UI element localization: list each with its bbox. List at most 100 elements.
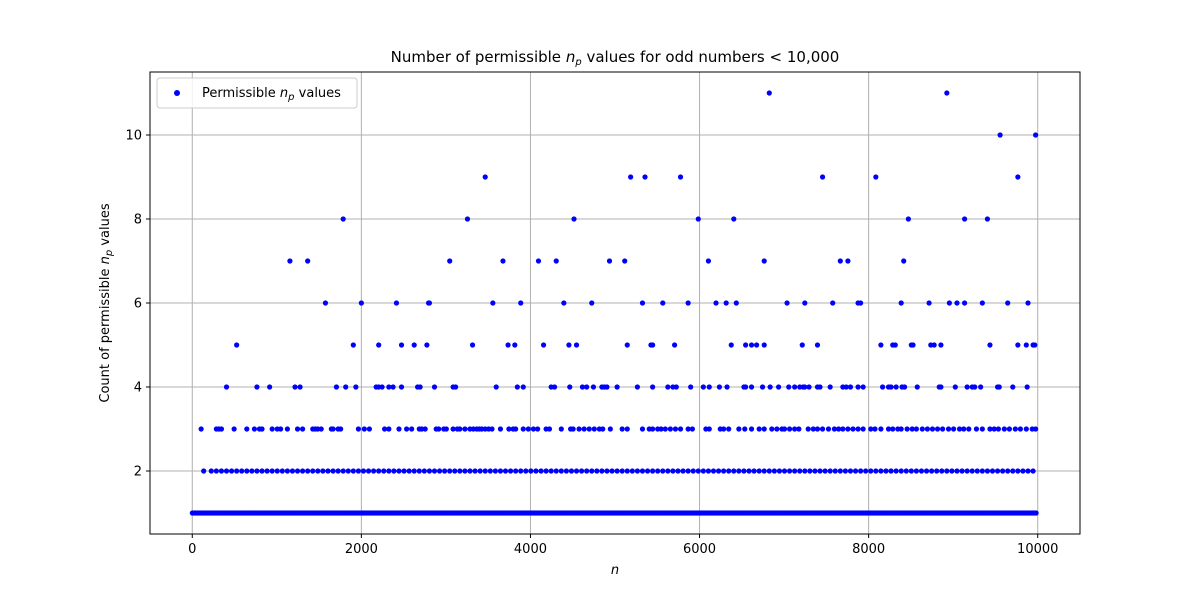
data-point — [1005, 468, 1011, 474]
data-point — [279, 468, 285, 474]
data-point — [855, 426, 861, 432]
data-point — [858, 468, 864, 474]
data-point — [736, 426, 742, 432]
chart-title-sub: p — [574, 57, 581, 68]
data-point — [1025, 300, 1031, 306]
data-point — [792, 384, 798, 390]
data-point — [264, 468, 270, 474]
data-point — [677, 174, 684, 180]
data-point — [837, 468, 843, 474]
data-point — [600, 426, 606, 432]
data-point — [497, 426, 504, 432]
legend: Permissible np values — [156, 77, 358, 109]
data-point — [873, 468, 879, 474]
data-point — [639, 468, 646, 474]
data-point — [667, 426, 673, 432]
data-point — [705, 468, 712, 474]
data-point — [391, 468, 397, 474]
data-point — [416, 468, 422, 474]
data-point — [949, 468, 955, 474]
data-point — [761, 258, 767, 264]
data-point — [685, 468, 691, 474]
data-point — [1020, 468, 1026, 474]
data-point — [259, 426, 265, 432]
data-point — [228, 468, 235, 474]
y-tick-label: 10 — [125, 129, 142, 144]
data-point — [934, 426, 941, 432]
data-point — [447, 468, 453, 474]
data-point — [218, 426, 225, 432]
data-point — [650, 384, 656, 390]
data-point — [706, 426, 712, 432]
data-point — [589, 300, 595, 306]
data-point — [961, 300, 968, 306]
data-point — [672, 426, 679, 432]
data-point — [938, 342, 944, 348]
data-point — [452, 468, 458, 474]
data-point — [604, 384, 610, 390]
data-point — [315, 468, 321, 474]
data-point — [589, 468, 595, 474]
data-point — [973, 426, 980, 432]
data-point — [929, 426, 936, 432]
data-point — [567, 384, 573, 390]
data-point — [453, 384, 459, 390]
data-point — [606, 258, 613, 264]
data-point — [198, 426, 204, 432]
data-point — [991, 426, 997, 432]
data-point — [338, 426, 344, 432]
data-point — [305, 468, 311, 474]
data-point — [353, 384, 359, 390]
data-point — [924, 426, 930, 432]
data-point — [706, 384, 712, 390]
data-point — [658, 426, 664, 432]
data-point — [579, 468, 585, 474]
data-point — [969, 468, 975, 474]
y-axis-title-var: n — [98, 256, 113, 264]
data-point — [650, 426, 656, 432]
data-point — [913, 468, 920, 474]
data-point — [573, 468, 580, 474]
data-point — [525, 426, 531, 432]
data-point — [355, 468, 362, 474]
data-point — [956, 426, 963, 432]
data-point — [830, 300, 836, 306]
data-point — [457, 426, 463, 432]
data-point — [581, 426, 587, 432]
data-point — [688, 384, 694, 390]
data-point — [523, 468, 529, 474]
x-tick-label: 6000 — [683, 542, 716, 557]
legend-box — [156, 77, 358, 109]
data-point — [892, 342, 898, 348]
data-point — [675, 468, 681, 474]
data-point — [398, 384, 405, 390]
data-point — [878, 468, 884, 474]
data-point — [292, 384, 298, 390]
data-point — [335, 468, 341, 474]
data-point — [761, 342, 767, 348]
data-point — [852, 468, 859, 474]
data-point — [660, 300, 666, 306]
data-point — [743, 342, 749, 348]
data-point — [305, 258, 311, 264]
data-point — [506, 426, 512, 432]
data-point — [546, 426, 553, 432]
data-point — [695, 468, 701, 474]
data-point — [944, 468, 950, 474]
data-point — [994, 468, 1001, 474]
data-point — [489, 426, 495, 432]
data-point — [201, 468, 207, 474]
data-point — [767, 384, 773, 390]
data-point — [548, 468, 554, 474]
data-point — [450, 426, 456, 432]
data-point — [1033, 426, 1039, 432]
legend-label-var: n — [280, 86, 288, 101]
data-point — [1033, 510, 1039, 516]
data-point — [530, 426, 537, 432]
data-point — [284, 468, 290, 474]
data-point — [786, 384, 792, 390]
data-point — [609, 468, 615, 474]
data-point — [274, 468, 280, 474]
data-point — [978, 384, 984, 390]
data-point — [964, 384, 970, 390]
